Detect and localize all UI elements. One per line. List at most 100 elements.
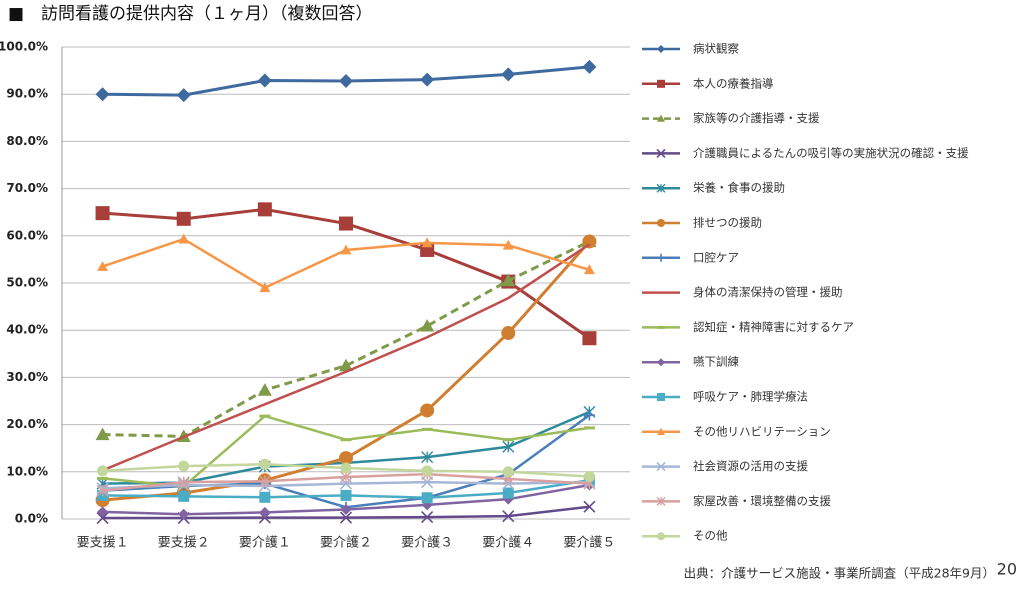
legend-label: 介護職員によるたんの吸引等の実施状況の確認・支援 xyxy=(693,146,969,160)
marker xyxy=(340,489,352,501)
y-tick-label: 30.0% xyxy=(6,370,48,384)
marker xyxy=(95,206,110,221)
legend-label: 病状観察 xyxy=(693,42,739,56)
marker xyxy=(96,511,109,525)
legend-label: 本人の療養指導 xyxy=(693,76,774,90)
marker xyxy=(421,492,433,504)
marker xyxy=(257,73,272,88)
marker xyxy=(502,239,514,250)
marker xyxy=(259,458,271,470)
legend-label: 排せつの援助 xyxy=(693,216,762,230)
marker xyxy=(657,532,665,541)
marker xyxy=(177,476,190,489)
marker xyxy=(657,45,665,53)
y-tick-label: 90.0% xyxy=(6,87,48,101)
marker xyxy=(340,244,352,255)
legend-label: 口腔ケア xyxy=(693,250,739,264)
marker xyxy=(583,264,595,275)
marker xyxy=(583,409,595,421)
marker xyxy=(657,358,665,367)
legend-label: 家屋改善・環境整備の支援 xyxy=(693,494,831,508)
y-tick-label: 0.0% xyxy=(15,512,48,526)
marker xyxy=(421,451,434,464)
marker xyxy=(421,511,434,524)
legend-label: 社会資源の活用の支援 xyxy=(693,459,808,473)
marker xyxy=(502,440,515,453)
marker xyxy=(502,466,514,478)
marker xyxy=(259,506,271,518)
marker xyxy=(656,462,666,472)
marker xyxy=(501,326,516,341)
marker xyxy=(502,487,514,499)
marker xyxy=(657,114,665,122)
page-number: 20 xyxy=(997,560,1017,579)
marker xyxy=(257,383,272,396)
marker xyxy=(339,216,353,231)
legend-label: 身体の清潔保持の管理・援助 xyxy=(693,285,843,299)
marker xyxy=(657,219,665,227)
x-tick-label: 要支援２ xyxy=(158,536,210,551)
x-tick-label: 要介護３ xyxy=(401,535,453,551)
marker xyxy=(656,183,666,193)
marker xyxy=(340,462,352,474)
legend-label: 家族等の介護指導・支援 xyxy=(693,111,820,125)
marker xyxy=(339,451,353,466)
x-tick-label: 要介護５ xyxy=(563,535,615,551)
legend-label: その他 xyxy=(693,529,728,543)
marker xyxy=(421,465,433,477)
marker xyxy=(339,511,353,524)
marker xyxy=(95,427,110,441)
y-tick-label: 40.0% xyxy=(6,323,48,337)
y-tick-label: 20.0% xyxy=(6,417,48,431)
marker xyxy=(656,148,666,158)
marker xyxy=(178,490,190,502)
legend-label: その他リハビリテーション xyxy=(693,424,831,438)
y-tick-label: 10.0% xyxy=(6,464,48,478)
series-line xyxy=(102,240,591,438)
marker xyxy=(657,427,665,435)
marker xyxy=(176,211,191,226)
marker xyxy=(96,484,109,497)
marker xyxy=(501,273,516,287)
marker xyxy=(339,73,353,88)
marker xyxy=(582,59,597,74)
marker xyxy=(339,358,353,372)
legend-label: 認知症・精神障害に対するケア xyxy=(693,320,854,334)
legend-label: 栄養・食事の援助 xyxy=(693,181,785,195)
x-tick-label: 要介護２ xyxy=(320,535,372,551)
marker xyxy=(657,393,665,401)
marker xyxy=(259,282,271,293)
marker xyxy=(97,465,109,477)
marker xyxy=(340,504,352,516)
marker xyxy=(420,403,435,418)
marker xyxy=(97,506,109,518)
marker xyxy=(420,318,435,332)
marker xyxy=(176,88,191,103)
marker xyxy=(583,500,596,513)
marker xyxy=(657,253,665,262)
x-tick-label: 要介護４ xyxy=(482,535,534,551)
marker xyxy=(178,233,190,244)
x-tick-label: 要支援１ xyxy=(77,536,129,551)
marker xyxy=(582,234,597,249)
marker xyxy=(178,508,190,520)
marker xyxy=(501,67,516,82)
legend-label: 嚥下訓練 xyxy=(693,355,739,369)
marker xyxy=(656,496,666,506)
marker xyxy=(97,260,109,271)
marker xyxy=(657,79,665,88)
y-tick-label: 60.0% xyxy=(6,228,48,242)
source: 出典：介護サービス施設・事業所調査（平成28年9月） xyxy=(684,566,995,581)
y-tick-label: 80.0% xyxy=(6,134,48,148)
marker xyxy=(257,202,272,217)
marker xyxy=(420,72,435,87)
marker xyxy=(583,471,595,483)
marker xyxy=(421,237,433,248)
x-tick-label: 要介護１ xyxy=(239,535,291,551)
series-line xyxy=(102,243,591,472)
marker xyxy=(582,331,597,346)
y-tick-label: 70.0% xyxy=(6,181,48,195)
marker xyxy=(258,475,271,488)
y-tick-label: 50.0% xyxy=(6,276,48,290)
